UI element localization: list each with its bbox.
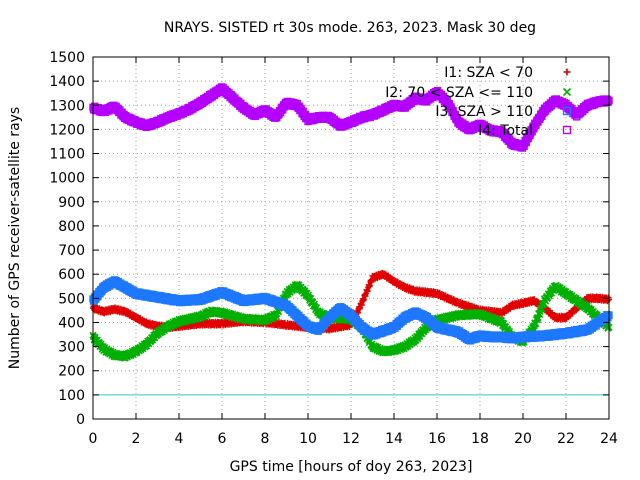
chart-title: NRAYS. SISTED rt 30s mode. 263, 2023. Ma… [164, 20, 536, 36]
legend-label: I3: SZA > 110 [435, 104, 533, 120]
x-tick-label: 24 [600, 431, 618, 447]
x-tick-label: 8 [261, 431, 270, 447]
legend-marker [562, 125, 572, 135]
legend-marker [562, 87, 572, 97]
axis-ticks: 0 2 4 6 8 10 12 14 16 18 20 22 240100200300400500600… [49, 50, 618, 447]
x-tick-label: 14 [385, 431, 403, 447]
x-tick-label: 22 [557, 431, 575, 447]
data-point [272, 312, 280, 320]
y-tick-label: 400 [58, 315, 85, 331]
x-tick-label: 18 [471, 431, 489, 447]
legend-item-4: I4: Total [478, 123, 572, 139]
y-tick-label: 300 [58, 340, 85, 356]
series-4 [89, 83, 613, 152]
y-tick-label: 0 [76, 412, 85, 428]
y-tick-label: 1200 [49, 122, 85, 138]
x-tick-label: 2 [132, 431, 141, 447]
y-tick-label: 1400 [49, 74, 85, 90]
series-3 [89, 276, 613, 345]
x-tick-label: 0 [89, 431, 98, 447]
legend: I1: SZA < 70 I2: 70 < SZA <= 110 I3: SZA >… [385, 65, 572, 139]
y-axis-label: Number of GPS receiver-satellite rays [7, 107, 23, 369]
y-tick-label: 900 [58, 195, 85, 211]
y-tick-label: 600 [58, 267, 85, 283]
legend-item-3: I3: SZA > 110 [435, 104, 572, 120]
legend-marker [563, 68, 571, 76]
y-tick-label: 100 [58, 388, 85, 404]
x-tick-label: 6 [218, 431, 227, 447]
legend-label: I2: 70 < SZA <= 110 [385, 85, 533, 101]
y-tick-label: 800 [58, 219, 85, 235]
legend-label: I4: Total [478, 123, 533, 139]
y-tick-label: 500 [58, 291, 85, 307]
x-tick-label: 12 [342, 431, 360, 447]
y-tick-label: 1100 [49, 147, 85, 163]
y-tick-label: 1300 [49, 98, 85, 114]
x-tick-label: 16 [428, 431, 446, 447]
legend-marker [562, 106, 572, 116]
y-tick-label: 700 [58, 243, 85, 259]
x-axis-label: GPS time [hours of doy 263, 2023] [230, 459, 473, 475]
x-tick-label: 20 [514, 431, 532, 447]
y-tick-label: 1000 [49, 171, 85, 187]
series-group [89, 83, 613, 362]
grid [93, 57, 609, 419]
legend-item-2: I2: 70 < SZA <= 110 [385, 85, 572, 101]
y-tick-label: 1500 [49, 50, 85, 66]
y-tick-label: 200 [58, 364, 85, 380]
legend-label: I1: SZA < 70 [444, 65, 533, 81]
data-point [533, 315, 542, 324]
legend-item-1: I1: SZA < 70 [444, 65, 571, 81]
x-tick-label: 4 [175, 431, 184, 447]
x-tick-label: 10 [299, 431, 317, 447]
